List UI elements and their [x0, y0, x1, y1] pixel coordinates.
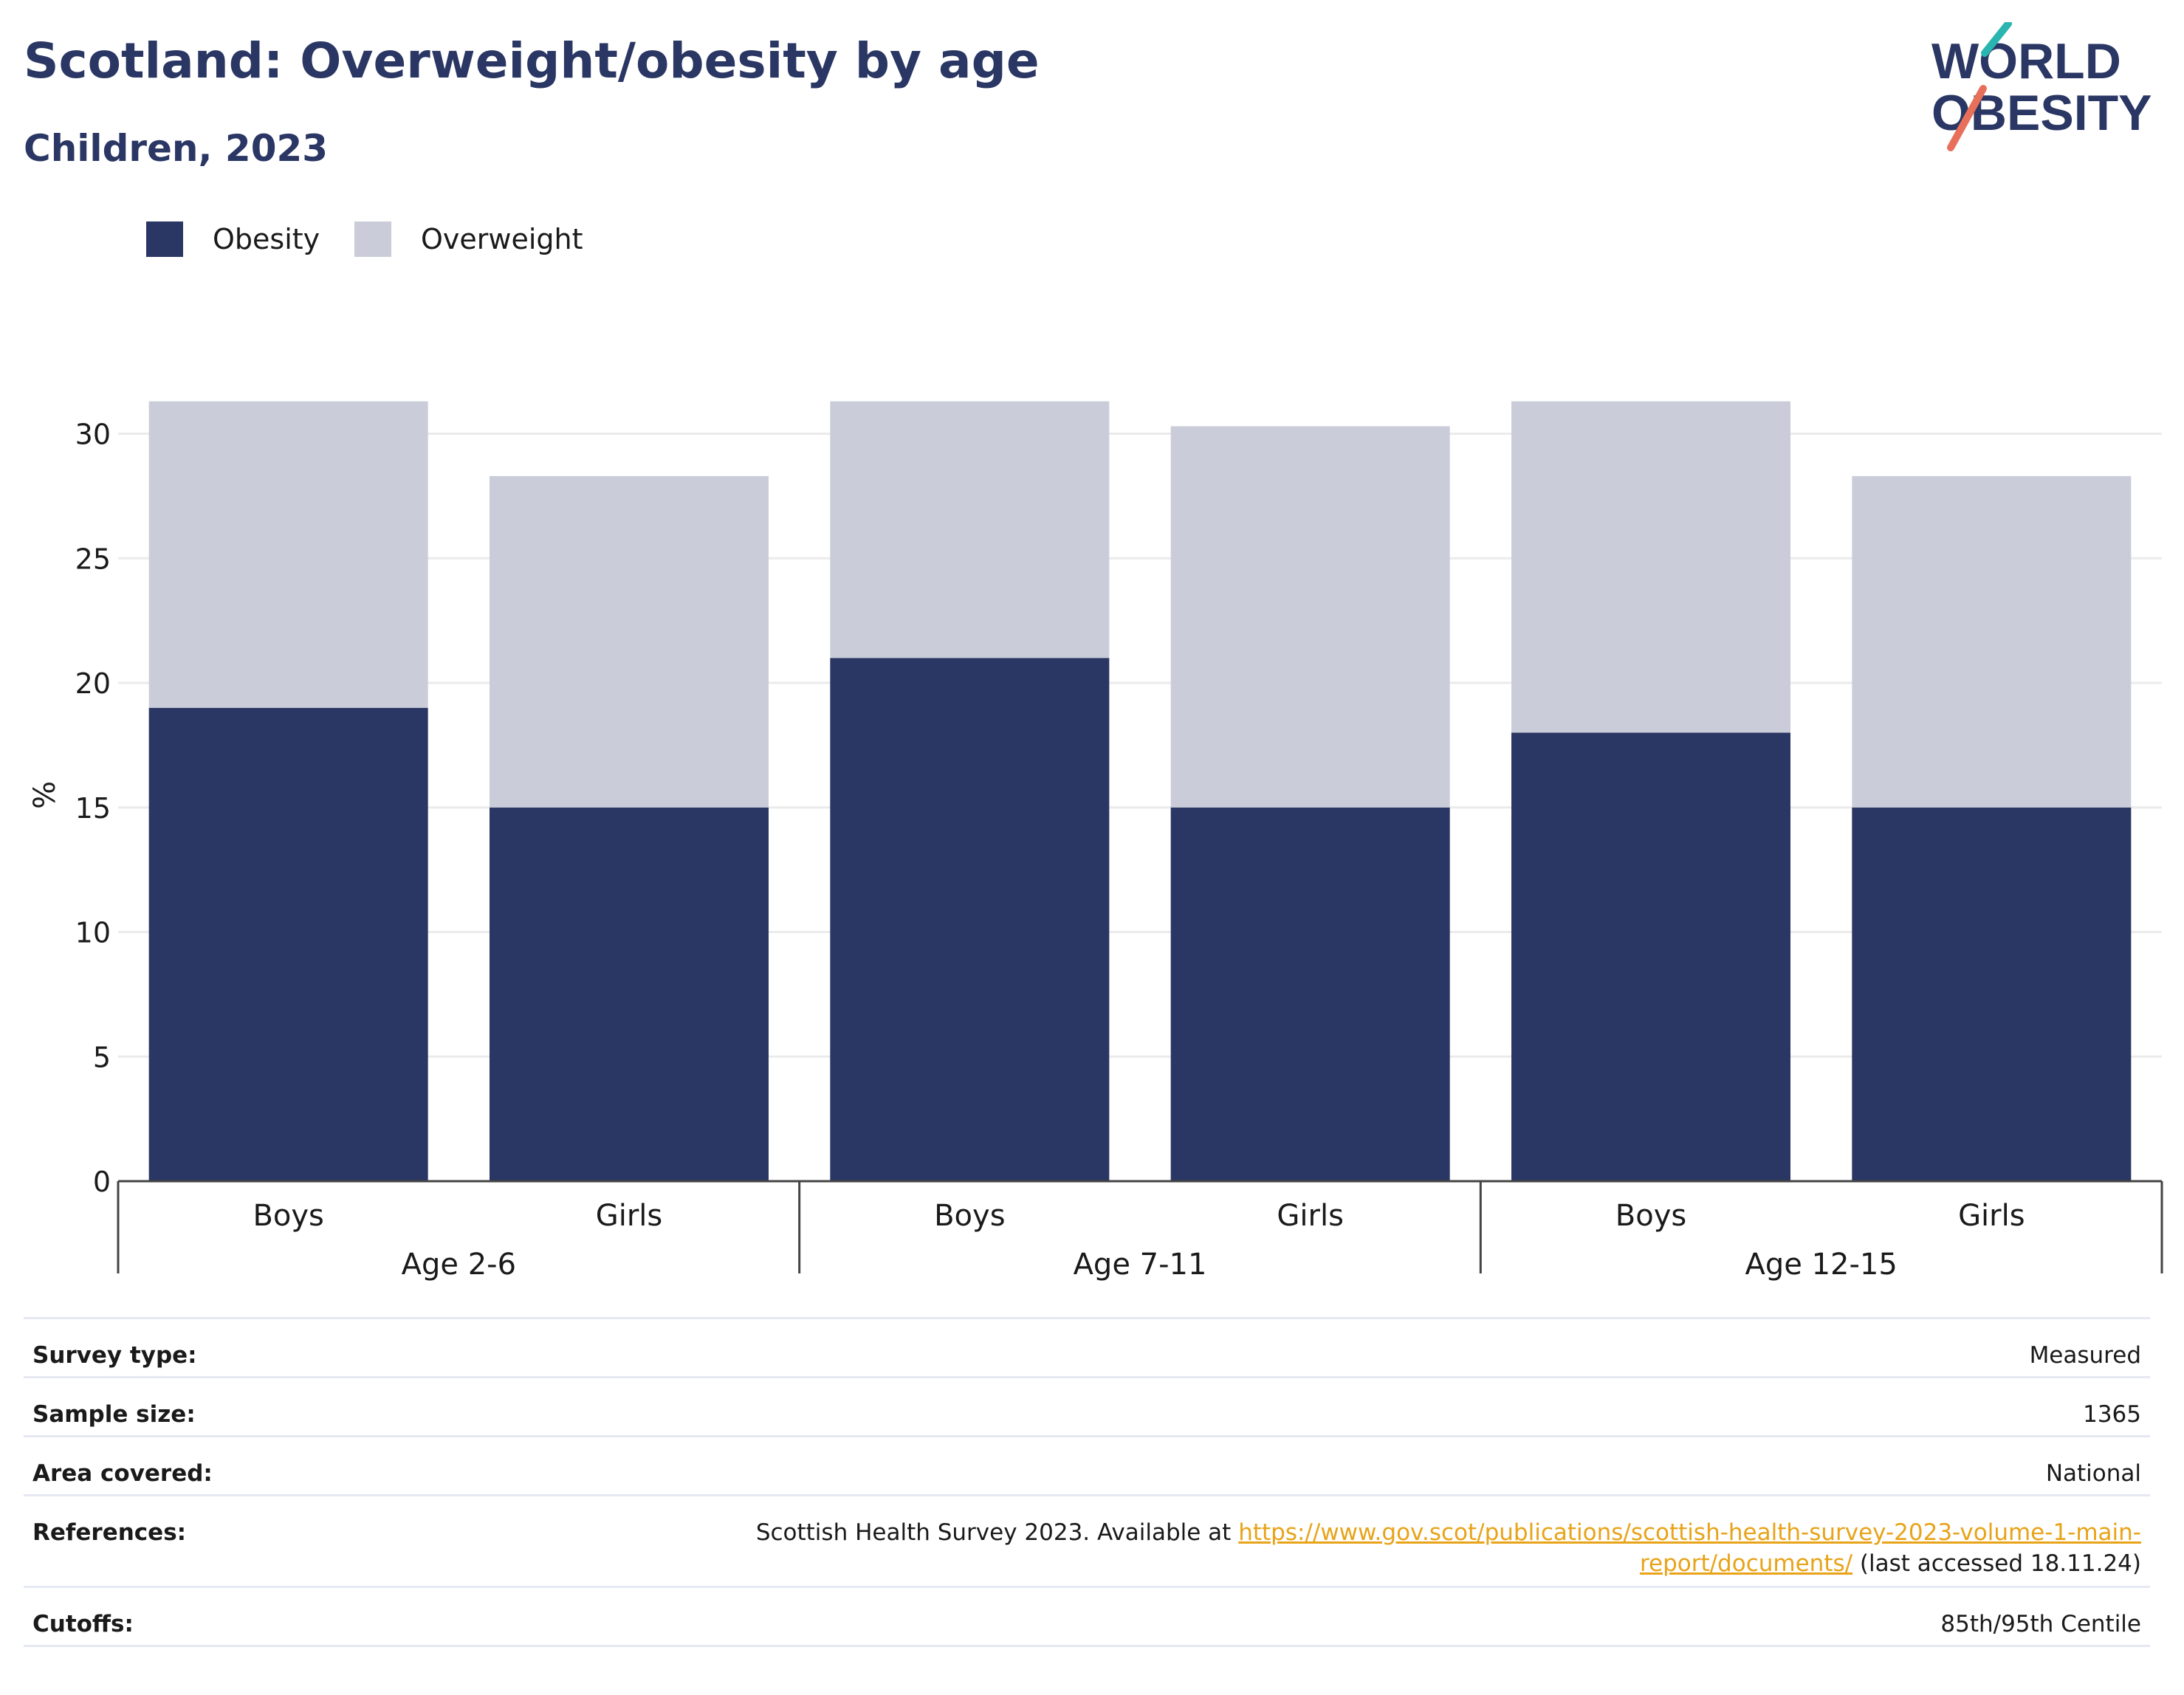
y-tick-label: 0	[93, 1166, 111, 1198]
reference-link[interactable]: https://www.gov.scot/publications/scotti…	[1238, 1519, 2141, 1546]
x-group-label: Age 7-11	[1074, 1248, 1207, 1282]
bar-chart: 0 5 10 15 20 25 30% Boys Girls Boys Girls Boys Girls…	[28, 401, 2163, 1282]
survey-details-table: Survey type: Measured Sample size: 1365 …	[24, 1317, 2150, 1647]
x-category-label: Boys	[1615, 1199, 1686, 1233]
bar-overweight-6	[1852, 475, 2132, 808]
reference-accessed: (last accessed 18.11.24)	[1852, 1550, 2141, 1577]
detail-value: 1365	[467, 1376, 2150, 1437]
legend-swatch-overweight	[354, 221, 391, 257]
x-category-label: Girls	[1277, 1199, 1344, 1233]
x-category-label: Girls	[596, 1199, 663, 1233]
detail-row: Area covered: National	[24, 1435, 2150, 1496]
detail-value: 85th/95th Centile	[467, 1586, 2150, 1647]
detail-row: Sample size: 1365	[24, 1376, 2150, 1437]
y-axis-label: %	[28, 781, 62, 809]
bar-obesity-3	[830, 658, 1110, 1181]
bar-overweight-1	[148, 401, 428, 708]
y-tick-label: 15	[75, 792, 111, 825]
bar-obesity-2	[490, 807, 769, 1181]
logo-line2: OBESITY	[1931, 85, 2152, 141]
bar-overweight-5	[1511, 401, 1790, 733]
bar-obesity-4	[1170, 807, 1450, 1181]
y-tick-label: 10	[75, 917, 111, 949]
detail-label: Sample size:	[24, 1376, 467, 1437]
world-obesity-logo: WORLD OBESITY	[1931, 22, 2152, 151]
legend-label-overweight: Overweight	[421, 223, 583, 255]
detail-value: Measured	[467, 1317, 2150, 1378]
detail-label: Cutoffs:	[24, 1586, 467, 1647]
references-value: Scottish Health Survey 2023. Available a…	[467, 1494, 2150, 1587]
detail-row: References: Scottish Health Survey 2023.…	[24, 1494, 2150, 1587]
legend-label-obesity: Obesity	[213, 223, 320, 255]
bar-overweight-4	[1170, 426, 1450, 808]
detail-label: References:	[24, 1494, 467, 1587]
x-category-label: Boys	[934, 1199, 1005, 1233]
legend-swatch-obesity	[146, 221, 183, 257]
bar-overweight-2	[490, 475, 769, 808]
bar-obesity-5	[1511, 732, 1790, 1181]
detail-row: Cutoffs: 85th/95th Centile	[24, 1586, 2150, 1647]
chart-subtitle: Children, 2023	[24, 127, 329, 170]
reference-link-continued[interactable]: report/documents/	[1639, 1550, 1853, 1577]
y-tick-label: 20	[75, 667, 111, 700]
logo-line1: WORLD	[1931, 33, 2121, 89]
bar-obesity-1	[148, 707, 428, 1181]
y-tick-label: 30	[75, 419, 111, 451]
y-tick-label: 25	[75, 543, 111, 575]
logo-accent-teal	[1981, 22, 2012, 57]
x-group-label: Age 2-6	[402, 1248, 516, 1282]
bar-obesity-6	[1852, 807, 2132, 1181]
detail-row: Survey type: Measured	[24, 1317, 2150, 1378]
logo-accent-coral	[1947, 85, 1987, 151]
detail-value: National	[467, 1435, 2150, 1496]
detail-label: Survey type:	[24, 1317, 467, 1378]
detail-label: Area covered:	[24, 1435, 467, 1496]
x-category-label: Boys	[253, 1199, 323, 1233]
bar-overweight-3	[830, 401, 1110, 659]
y-tick-label: 5	[93, 1041, 111, 1073]
x-category-label: Girls	[1958, 1199, 2025, 1233]
chart-title: Scotland: Overweight/obesity by age	[24, 32, 1040, 89]
x-group-label: Age 12-15	[1745, 1248, 1898, 1282]
reference-text: Scottish Health Survey 2023. Available a…	[755, 1519, 1239, 1546]
